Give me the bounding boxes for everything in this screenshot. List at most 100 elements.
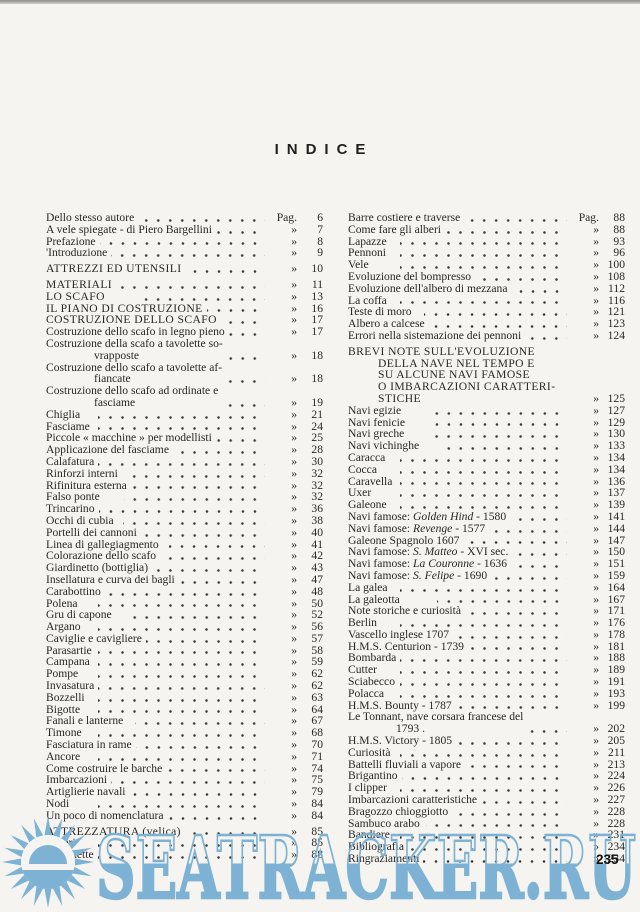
index-entry: Insellatura e curva dei bagli » 47 — [46, 574, 323, 586]
page-marker: » — [291, 608, 297, 622]
page-ref: 17 — [311, 313, 323, 327]
page-marker: » — [291, 549, 297, 563]
dot-leader — [98, 710, 265, 714]
entry-label: Imbarcazioni caratteristiche — [348, 793, 478, 807]
entry-label: Timone — [46, 726, 82, 740]
page-marker: » — [291, 561, 297, 575]
entry-label: Linea di gallegiagmento — [46, 537, 159, 551]
dot-leader — [423, 859, 567, 863]
index-entry: Uxer » 137 — [348, 487, 625, 499]
index-entry: Bigotte » 64 — [46, 702, 323, 716]
entry-label: COSTRUZIONE DELLO SCAFO — [46, 313, 217, 327]
page-ref: 130 — [607, 427, 625, 441]
scan-edge-strip — [0, 0, 640, 4]
page-marker: » — [291, 502, 297, 516]
entry-label: Note storiche e curiosità — [348, 604, 461, 618]
index-entry: Caviglie e cavigliere » 57 — [46, 633, 323, 645]
page-marker: » — [593, 269, 599, 283]
dot-leader — [425, 824, 567, 828]
page-marker: » — [291, 537, 297, 551]
page-ref: 88 — [311, 848, 323, 862]
entry-label: Fasciatura in rame — [46, 738, 132, 752]
entry-label: Ancore — [46, 749, 81, 763]
page-ref: 41 — [311, 537, 323, 551]
entry-label: Parasartie — [46, 643, 92, 657]
dot-leader — [408, 848, 567, 852]
entry-label: Navi famose: La Couronne - 1636 — [348, 557, 507, 571]
page-marker: » — [593, 793, 599, 807]
page-ref: 40 — [311, 525, 323, 539]
entry-label: Cocca — [348, 462, 377, 476]
page-ref: 178 — [607, 627, 625, 641]
index-entry: Costruzione dello scafo ad ordinate e fa… — [46, 385, 323, 409]
index-entry: Galeone » 139 — [348, 499, 625, 511]
entry-label: Evoluzione del bompresso — [348, 269, 471, 283]
index-entry: Pennoni » 96 — [348, 247, 625, 259]
entry-label: Bibliografia — [348, 840, 405, 854]
page-ref: 150 — [607, 545, 625, 559]
index-column-right: Barre costiere e traverse Pag. 88 Come fare… — [348, 212, 625, 865]
index-entry: Albero a calcese » 123 — [348, 318, 625, 330]
page-ref: 43 — [311, 561, 323, 575]
page-ref: 88 — [613, 222, 625, 236]
page-ref: 6 — [317, 211, 323, 224]
index-entry: Vele » 100 — [348, 259, 625, 271]
page-ref: 228 — [607, 816, 625, 830]
page-marker: » — [593, 734, 599, 748]
index-entry: Imbarcazioni » 75 — [46, 774, 323, 786]
entry-label: Sambuco arabo — [348, 816, 420, 830]
entry-label: Bigotte — [46, 702, 81, 716]
page-marker: » — [291, 431, 297, 445]
page-marker: » — [291, 726, 297, 740]
index-entry: ATTREZZI ED UTENSILI » 10 — [46, 263, 323, 275]
dot-leader — [98, 462, 265, 466]
index-entry: La coffa » 116 — [348, 294, 625, 307]
index-entry: IL PIANO DI COSTRUZIONE » 16 — [46, 302, 323, 315]
dot-leader — [130, 616, 265, 620]
index-entry: Campana » 59 — [46, 656, 323, 668]
index-entry: Teste di moro » 121 — [348, 306, 625, 318]
dot-leader — [160, 557, 265, 561]
entry-label: Costruzione della scafo a tavolette so- … — [46, 336, 223, 362]
page-ref: 231 — [607, 828, 625, 842]
index-entry: Bandiere » 231 — [348, 829, 625, 841]
entry-label: Prefazione — [46, 234, 96, 248]
dot-leader — [226, 380, 265, 384]
dot-leader — [111, 254, 265, 258]
entry-label: Vascello inglese 1707 — [348, 627, 450, 641]
index-entry: Pompe » 62 — [46, 668, 323, 680]
page-ref: 226 — [607, 781, 625, 795]
entry-label: BREVI NOTE SULL'EVOLUZIONE DELLA NAVE NE… — [348, 344, 556, 405]
watermark-text: SEATRACKER.RU — [96, 818, 636, 912]
index-entry: Bragozzo chioggiotto » 228 — [348, 806, 625, 818]
entry-label: Chiglia — [46, 407, 81, 421]
dot-leader — [455, 706, 567, 710]
page-marker: » — [593, 698, 599, 712]
index-entry: Vascello inglese 1707 » 178 — [348, 629, 625, 641]
page-ref: 211 — [608, 745, 625, 759]
index-entry: Argano » 56 — [46, 621, 323, 633]
page-marker: » — [291, 667, 297, 681]
page-marker: » — [593, 328, 599, 342]
index-entry: COSTRUZIONE DELLO SCAFO » 17 — [46, 314, 323, 326]
entry-label: 'Introduzione — [46, 246, 108, 260]
dot-leader — [510, 517, 567, 521]
index-entry: Navi famose: La Couronne - 1636 » 151 — [348, 558, 625, 570]
page-ref: 64 — [311, 702, 323, 716]
page-marker: » — [593, 281, 599, 295]
entry-label: Caracca — [348, 450, 386, 464]
page-marker: » — [593, 568, 599, 582]
entry-label: Costruzione dello scafo in legno pieno — [46, 325, 225, 339]
entry-label: Imbarcazioni — [46, 773, 108, 787]
entry-label: Galeone — [348, 498, 387, 512]
dot-leader — [465, 612, 567, 616]
index-entry: Ancore » 71 — [46, 751, 323, 763]
page-marker: » — [593, 486, 599, 500]
entry-label: Applicazione del fasciame — [46, 443, 169, 457]
entry-label: Berlin — [348, 616, 377, 630]
dot-leader — [98, 651, 265, 655]
page-ref: 224 — [607, 769, 625, 783]
entry-label: Trincarino — [46, 502, 95, 516]
entry-label: Costruzione dello scafo ad ordinate e fa… — [46, 384, 219, 409]
dot-leader — [456, 741, 567, 745]
